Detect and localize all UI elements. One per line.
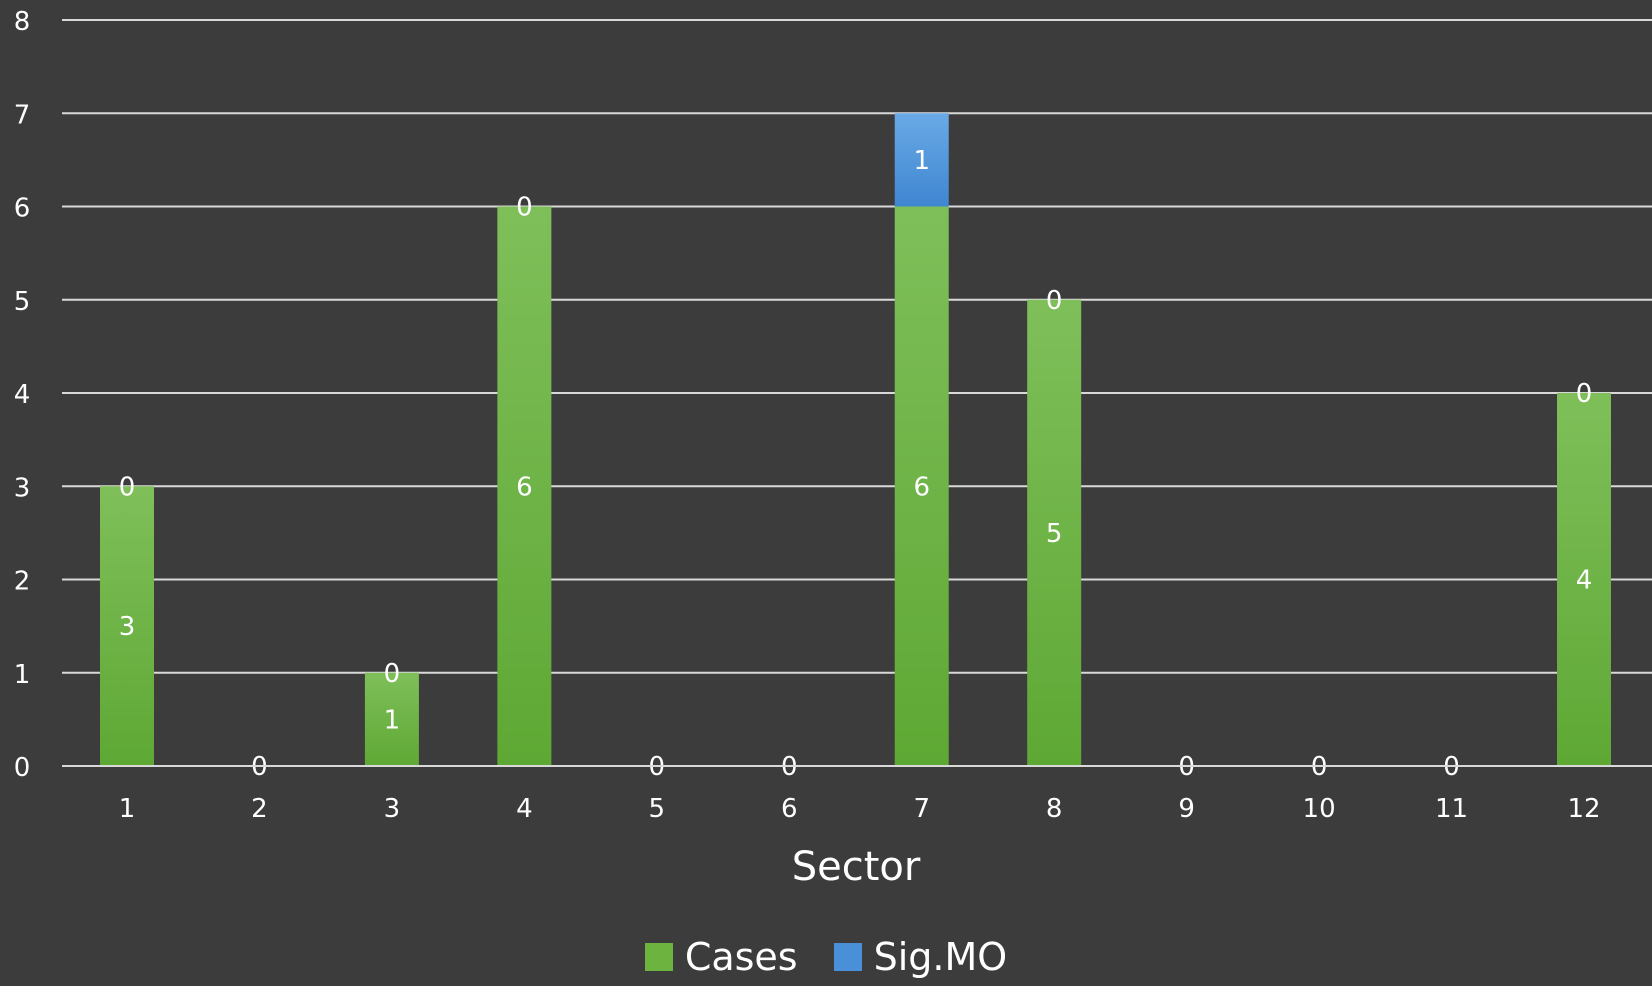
y-tick-label: 3: [14, 473, 31, 503]
bar-cases: [894, 206, 949, 766]
x-tick-label: 9: [1178, 794, 1195, 824]
data-label: 5: [1046, 519, 1063, 549]
data-label: 3: [119, 612, 136, 642]
bars: [100, 113, 1611, 766]
legend-swatch-cases: [644, 943, 673, 971]
x-tick-label: 6: [781, 794, 798, 824]
x-tick-label: 11: [1435, 794, 1468, 824]
data-label: 0: [119, 472, 136, 502]
legend-label-sigmo: Sig.MO: [873, 935, 1008, 979]
data-label: 1: [384, 705, 401, 735]
x-tick-label: 4: [516, 794, 533, 824]
legend-item-sigmo: Sig.MO: [833, 935, 1008, 979]
x-tick-label: 10: [1303, 794, 1336, 824]
y-tick-label: 0: [14, 753, 31, 783]
bar-cases: [1557, 393, 1611, 766]
data-label: 0: [1046, 286, 1063, 316]
legend: Cases Sig.MO: [0, 928, 1652, 986]
data-label: 6: [516, 472, 533, 502]
data-label: 6: [913, 472, 930, 502]
x-tick-label: 8: [1046, 794, 1063, 824]
x-tick-label: 5: [649, 794, 666, 824]
y-tick-label: 2: [14, 567, 31, 597]
x-axis-title: Sector: [792, 844, 921, 890]
x-tick-label: 2: [251, 794, 268, 824]
bar-cases: [1027, 299, 1082, 766]
x-tick-label: 12: [1567, 794, 1600, 824]
data-label: 0: [1576, 379, 1593, 409]
y-tick-label: 5: [14, 287, 31, 317]
y-tick-label: 6: [14, 194, 31, 224]
data-label: 4: [1576, 566, 1593, 596]
bar-cases: [364, 672, 419, 766]
y-tick-label: 7: [14, 100, 31, 130]
data-label: 0: [384, 659, 401, 689]
gridlines: [62, 19, 1652, 767]
y-tick-label: 4: [14, 380, 31, 410]
y-tick-label: 1: [14, 660, 31, 690]
bar-cases: [497, 206, 552, 766]
legend-swatch-sigmo: [833, 943, 862, 971]
data-label: 1: [913, 146, 930, 176]
legend-item-cases: Cases: [644, 935, 798, 979]
x-tick-label: 7: [913, 794, 930, 824]
x-tick-label: 3: [384, 794, 401, 824]
legend-label-cases: Cases: [684, 935, 798, 979]
data-label: 0: [516, 193, 533, 223]
bar-sig-mo: [894, 113, 949, 207]
bar-cases: [100, 486, 154, 766]
y-tick-label: 8: [14, 7, 31, 37]
x-tick-label: 1: [119, 794, 136, 824]
